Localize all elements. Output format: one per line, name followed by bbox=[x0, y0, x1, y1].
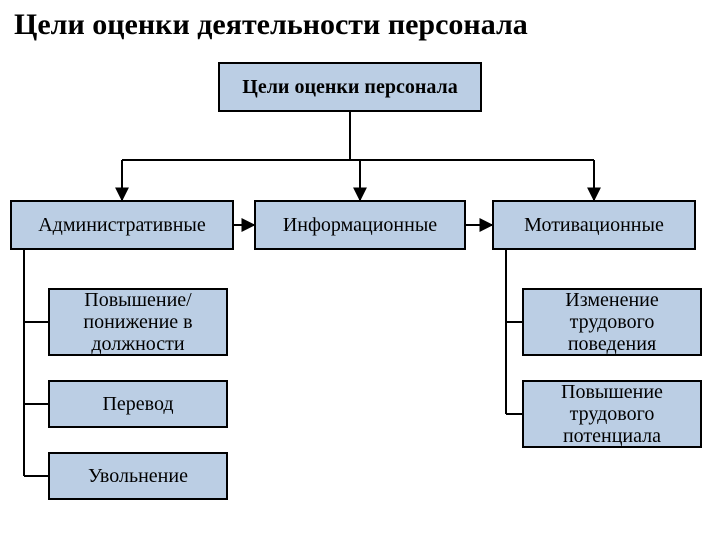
node-a1-label: Повышение/ понижение в должности bbox=[56, 289, 220, 355]
node-root: Цели оценки персонала bbox=[218, 62, 482, 112]
node-info-label: Информационные bbox=[283, 214, 437, 236]
node-m1-label: Изменение трудового поведения bbox=[530, 289, 694, 355]
node-info: Информационные bbox=[254, 200, 466, 250]
node-a3-label: Увольнение bbox=[88, 465, 188, 487]
node-admin: Административные bbox=[10, 200, 234, 250]
node-admin-label: Административные bbox=[38, 214, 206, 236]
node-admin-child-2: Перевод bbox=[48, 380, 228, 428]
node-motiv: Мотивационные bbox=[492, 200, 696, 250]
node-motiv-child-2: Повышение трудового потенциала bbox=[522, 380, 702, 448]
node-m2-label: Повышение трудового потенциала bbox=[530, 381, 694, 447]
node-admin-child-1: Повышение/ понижение в должности bbox=[48, 288, 228, 356]
node-a2-label: Перевод bbox=[102, 393, 173, 415]
node-root-label: Цели оценки персонала bbox=[242, 76, 457, 98]
node-motiv-child-1: Изменение трудового поведения bbox=[522, 288, 702, 356]
node-admin-child-3: Увольнение bbox=[48, 452, 228, 500]
node-motiv-label: Мотивационные bbox=[524, 214, 664, 236]
page-title: Цели оценки деятельности персонала bbox=[0, 8, 720, 42]
